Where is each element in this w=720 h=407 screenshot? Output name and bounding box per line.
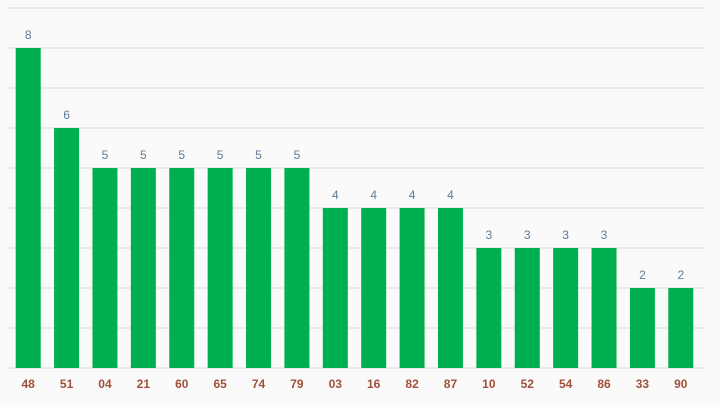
x-tick-label: 74: [252, 377, 266, 391]
x-tick-label: 54: [559, 377, 573, 391]
bar: [437, 208, 463, 368]
value-label: 8: [25, 28, 32, 42]
value-label: 4: [332, 188, 339, 202]
value-label: 4: [409, 188, 416, 202]
value-label: 4: [370, 188, 377, 202]
x-tick-label: 79: [290, 377, 304, 391]
value-label: 5: [217, 148, 224, 162]
x-tick-label: 65: [213, 377, 227, 391]
x-tick-label: 90: [674, 377, 688, 391]
value-label: 3: [562, 228, 569, 242]
x-tick-label: 03: [329, 377, 343, 391]
value-label: 5: [294, 148, 301, 162]
x-tick-label: 04: [98, 377, 112, 391]
value-label: 2: [677, 268, 684, 282]
value-label: 4: [447, 188, 454, 202]
bar: [130, 168, 156, 368]
value-label: 3: [524, 228, 531, 242]
bar: [553, 248, 579, 368]
bar: [54, 128, 80, 368]
x-tick-label: 52: [521, 377, 535, 391]
bar: [322, 208, 348, 368]
x-tick-label: 51: [60, 377, 74, 391]
x-tick-label: 16: [367, 377, 381, 391]
bar: [92, 168, 118, 368]
bar: [15, 48, 41, 368]
bar: [399, 208, 425, 368]
value-label: 5: [140, 148, 147, 162]
bar: [207, 168, 233, 368]
bar: [361, 208, 387, 368]
x-tick-label: 21: [137, 377, 151, 391]
value-label: 3: [486, 228, 493, 242]
x-tick-label: 60: [175, 377, 189, 391]
x-tick-label: 33: [636, 377, 650, 391]
value-label: 3: [601, 228, 608, 242]
x-tick-label: 10: [482, 377, 496, 391]
x-tick-label: 82: [405, 377, 419, 391]
bar: [169, 168, 195, 368]
bar: [284, 168, 310, 368]
bar: [514, 248, 540, 368]
value-label: 5: [255, 148, 262, 162]
bar: [246, 168, 272, 368]
x-tick-label: 48: [22, 377, 36, 391]
bar: [591, 248, 617, 368]
bar: [668, 288, 694, 368]
x-tick-label: 86: [597, 377, 611, 391]
value-label: 6: [63, 108, 70, 122]
value-label: 5: [102, 148, 109, 162]
bar: [476, 248, 502, 368]
value-label: 2: [639, 268, 646, 282]
bar: [629, 288, 655, 368]
x-tick-label: 87: [444, 377, 458, 391]
value-label: 5: [178, 148, 185, 162]
